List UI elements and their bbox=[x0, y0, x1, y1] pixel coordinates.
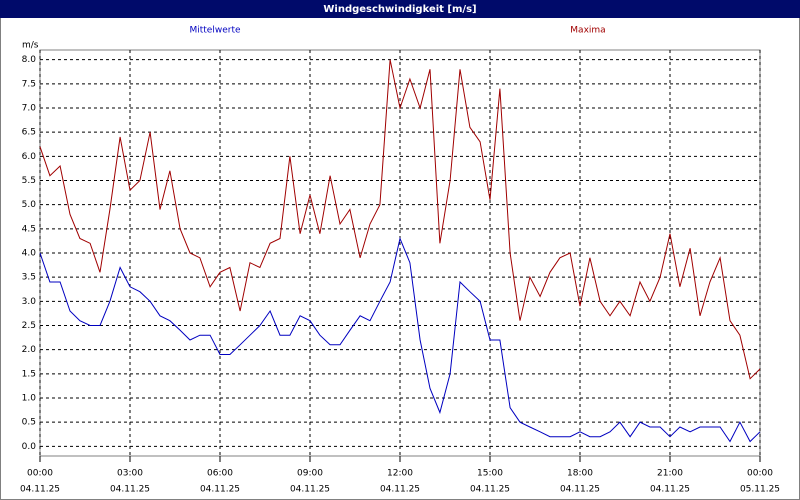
y-tick-label: 2.5 bbox=[22, 321, 36, 331]
y-tick-label: 7.5 bbox=[22, 79, 36, 89]
x-tick-label: 18:00 bbox=[567, 469, 593, 479]
title-bar bbox=[0, 0, 800, 18]
y-tick-label: 1.0 bbox=[22, 394, 37, 404]
y-tick-label: 7.0 bbox=[22, 104, 37, 114]
y-tick-label: 1.5 bbox=[22, 369, 36, 379]
y-tick-label: 8.0 bbox=[22, 55, 37, 65]
x-tick-date: 04.11.25 bbox=[380, 485, 420, 495]
x-tick-label: 00:00 bbox=[747, 469, 773, 479]
y-tick-label: 4.0 bbox=[22, 249, 37, 259]
x-tick-date: 04.11.25 bbox=[110, 485, 150, 495]
x-tick-label: 03:00 bbox=[117, 469, 143, 479]
y-tick-label: 4.5 bbox=[22, 224, 36, 234]
x-tick-label: 09:00 bbox=[297, 469, 323, 479]
x-tick-label: 06:00 bbox=[207, 469, 233, 479]
x-tick-date: 04.11.25 bbox=[560, 485, 600, 495]
x-tick-label: 21:00 bbox=[657, 469, 683, 479]
x-tick-date: 04.11.25 bbox=[290, 485, 330, 495]
y-tick-label: 3.5 bbox=[22, 273, 36, 283]
x-tick-date: 04.11.25 bbox=[470, 485, 510, 495]
series-line bbox=[39, 59, 761, 380]
x-tick-date: 04.11.25 bbox=[200, 485, 240, 495]
legend-label: Mittelwerte bbox=[189, 26, 240, 36]
y-tick-label: 0.0 bbox=[22, 442, 37, 452]
x-tick-date: 04.11.25 bbox=[650, 485, 690, 495]
y-tick-label: 5.5 bbox=[22, 176, 36, 186]
legend-label: Maxima bbox=[570, 26, 605, 36]
x-tick-date: 04.11.25 bbox=[20, 485, 60, 495]
x-tick-label: 00:00 bbox=[27, 469, 53, 479]
series-line bbox=[39, 236, 761, 443]
chart-title: Windgeschwindigkeit [m/s] bbox=[323, 4, 476, 15]
y-tick-label: 5.0 bbox=[22, 200, 37, 210]
y-tick-label: 3.0 bbox=[22, 297, 37, 307]
y-tick-label: 0.5 bbox=[22, 418, 36, 428]
x-tick-label: 12:00 bbox=[387, 469, 413, 479]
y-unit: m/s bbox=[22, 41, 39, 51]
y-tick-label: 6.0 bbox=[22, 152, 37, 162]
y-tick-label: 6.5 bbox=[22, 128, 36, 138]
x-tick-label: 15:00 bbox=[477, 469, 503, 479]
x-tick-date: 05.11.25 bbox=[740, 485, 780, 495]
y-tick-label: 2.0 bbox=[22, 345, 37, 355]
